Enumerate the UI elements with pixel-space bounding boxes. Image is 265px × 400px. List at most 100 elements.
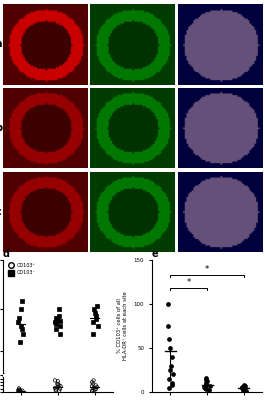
Point	[93, 386, 97, 393]
Point	[90, 379, 94, 385]
Point	[91, 380, 95, 387]
Point	[91, 385, 96, 391]
Point	[202, 384, 207, 390]
Point	[54, 387, 58, 394]
Point	[54, 326, 58, 332]
Point	[204, 380, 208, 386]
Point	[54, 314, 58, 321]
Point	[207, 387, 211, 394]
Point	[171, 371, 175, 378]
Point	[17, 386, 21, 393]
Point	[241, 386, 245, 392]
Point	[20, 326, 24, 332]
Point	[241, 385, 245, 392]
Point	[57, 313, 61, 319]
Point	[91, 319, 95, 326]
Point	[94, 382, 98, 388]
Title: HLA-DR: HLA-DR	[119, 0, 146, 4]
Point	[95, 323, 100, 329]
Point	[90, 383, 94, 390]
Point	[58, 386, 62, 392]
Point	[166, 384, 171, 391]
Point	[168, 345, 173, 351]
Point	[169, 362, 173, 369]
Text: e: e	[152, 249, 158, 259]
Point	[58, 323, 62, 329]
Point	[19, 306, 23, 312]
Point	[241, 384, 246, 391]
Text: *: *	[187, 278, 191, 287]
Y-axis label: c: c	[0, 207, 1, 217]
Point	[203, 384, 207, 391]
Point	[90, 331, 95, 337]
Point	[21, 331, 25, 337]
Title: CD103: CD103	[33, 0, 56, 4]
Point	[16, 319, 20, 326]
Point	[203, 385, 207, 392]
Point	[170, 354, 174, 360]
Point	[205, 378, 209, 385]
Y-axis label: b: b	[0, 123, 2, 133]
Point	[243, 383, 247, 389]
Point	[92, 306, 96, 312]
Point	[204, 386, 208, 392]
Point	[168, 367, 172, 373]
Point	[207, 383, 212, 389]
Point	[91, 377, 96, 384]
Point	[242, 386, 246, 392]
Title: merge: merge	[209, 0, 231, 4]
Point	[53, 319, 57, 326]
Point	[170, 382, 174, 388]
Point	[166, 300, 170, 307]
Point	[18, 387, 22, 393]
Point	[55, 316, 59, 322]
Point	[170, 380, 175, 386]
Point	[244, 388, 248, 394]
Point	[20, 388, 24, 394]
Point	[16, 388, 21, 395]
Point	[53, 385, 57, 391]
Point	[56, 378, 60, 384]
Y-axis label: a: a	[0, 39, 2, 49]
Point	[95, 303, 99, 309]
Point	[204, 376, 208, 383]
Y-axis label: % CD103⁺ cells of all
HLA-DR⁺ cells at each site: % CD103⁺ cells of all HLA-DR⁺ cells at e…	[117, 292, 128, 360]
Point	[241, 387, 245, 394]
Point	[57, 388, 61, 394]
Point	[56, 384, 60, 390]
Point	[90, 388, 94, 394]
Point	[56, 306, 61, 312]
Point	[166, 376, 171, 382]
Point	[53, 377, 57, 384]
Point	[94, 316, 98, 322]
Point	[91, 387, 96, 394]
Point	[54, 321, 58, 327]
Point	[204, 375, 208, 381]
Point	[16, 387, 20, 394]
Point	[94, 386, 98, 392]
Point	[18, 388, 22, 394]
Point	[20, 298, 24, 304]
Text: *: *	[205, 265, 209, 274]
Point	[58, 383, 63, 390]
Point	[241, 382, 246, 388]
Point	[94, 313, 98, 319]
Point	[57, 382, 61, 388]
Point	[95, 384, 99, 390]
Point	[204, 382, 208, 388]
Point	[240, 384, 244, 390]
Point	[240, 385, 244, 392]
Point	[90, 388, 94, 394]
Point	[58, 318, 62, 324]
Point	[92, 309, 97, 316]
Point	[166, 323, 171, 329]
Point	[18, 339, 23, 346]
Point	[19, 388, 23, 394]
Point	[17, 314, 21, 321]
Legend: CD103⁺, CD103⁻: CD103⁺, CD103⁻	[5, 262, 37, 276]
Point	[167, 336, 171, 342]
Point	[54, 386, 58, 393]
Point	[19, 323, 23, 329]
Point	[55, 380, 60, 387]
Point	[58, 331, 62, 337]
